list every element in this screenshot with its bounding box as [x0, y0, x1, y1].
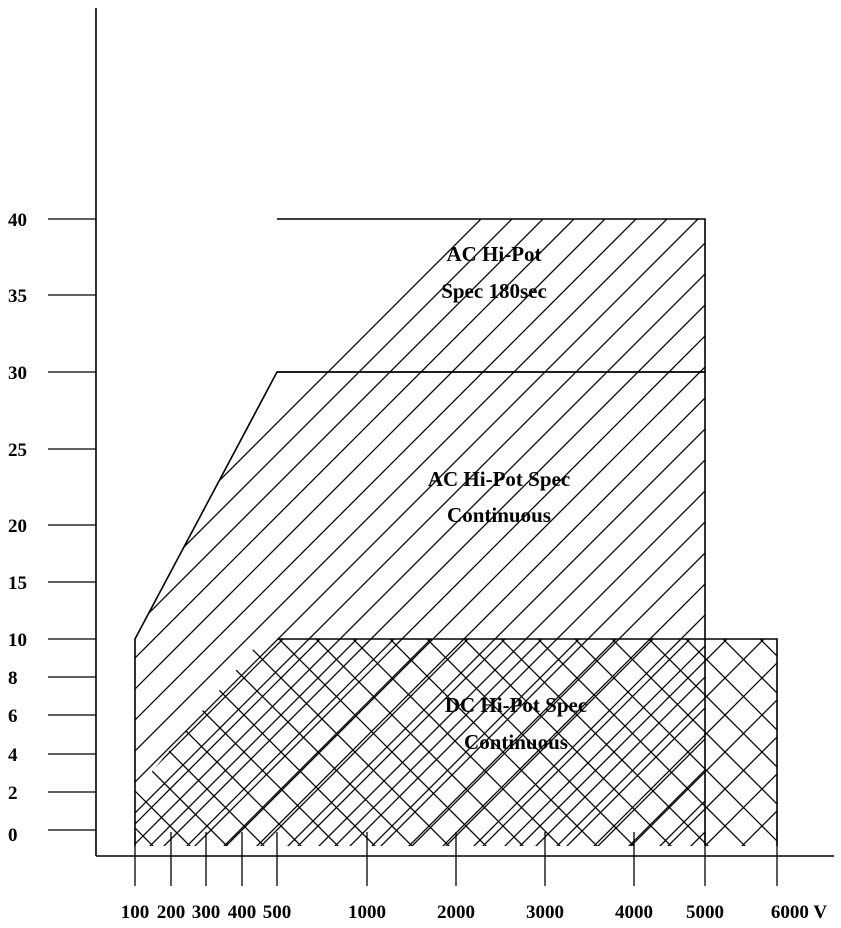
region-label: Spec 180sec — [441, 279, 547, 303]
x-tick-label: 4000 — [615, 902, 653, 923]
y-tick-label: 8 — [8, 668, 18, 689]
y-tick-label: 35 — [8, 286, 27, 307]
region-label: DC Hi-Pot Spec — [445, 693, 587, 717]
x-tick-label: 100 — [121, 902, 150, 923]
y-tick-label: 6 — [8, 706, 18, 727]
x-tick-label: 1000 — [348, 902, 386, 923]
x-tick-label: 300 — [192, 902, 221, 923]
region-label: Continuous — [464, 730, 568, 754]
y-tick-label: 40 — [8, 210, 27, 231]
y-tick-label: 20 — [8, 516, 27, 537]
y-tick-label: 2 — [8, 783, 18, 804]
region-label: AC Hi-Pot — [446, 242, 541, 266]
x-tick-label: 3000 — [526, 902, 564, 923]
hatch-cross — [135, 639, 777, 846]
dc-continuous-outline — [277, 638, 778, 846]
y-tick-label: 15 — [8, 573, 27, 594]
y-tick-label: 4 — [8, 745, 18, 766]
y-tick-label: 10 — [8, 630, 27, 651]
y-tick-label: 0 — [8, 825, 18, 846]
x-tick-label: 6000 V — [771, 902, 827, 923]
x-tick-label: 500 — [263, 902, 292, 923]
hatch-diagonal — [135, 372, 705, 846]
x-tick-label: 5000 — [686, 902, 724, 923]
x-tick-label: 400 — [228, 902, 257, 923]
y-tick-label: 25 — [8, 440, 27, 461]
x-tick-label: 2000 — [437, 902, 475, 923]
x-tick-label: 200 — [157, 902, 186, 923]
hatch-patterns — [135, 219, 777, 846]
y-tick-label: 30 — [8, 363, 27, 384]
region-label: Continuous — [447, 503, 551, 527]
region-outlines — [134, 218, 778, 846]
x-axis-ticks: 100 200 300 400 500 1000 2000 3000 4000 5000 6000 … — [121, 832, 827, 923]
region-label: AC Hi-Pot Spec — [428, 467, 570, 491]
hatch-diagonal — [327, 219, 705, 372]
ac-continuous-outline — [134, 371, 706, 846]
region-labels: AC Hi-Pot Spec 180sec AC Hi-Pot Spec Contin… — [428, 242, 587, 754]
